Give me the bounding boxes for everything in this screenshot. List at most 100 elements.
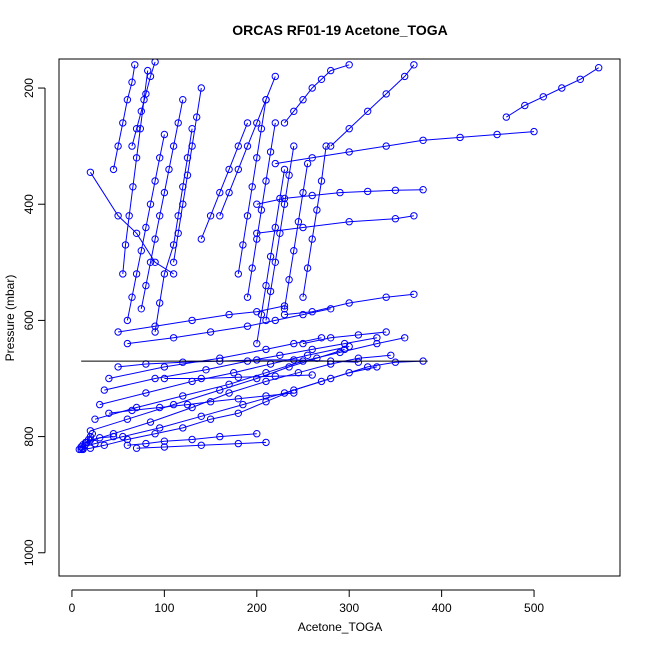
- data-point: [327, 334, 335, 342]
- data-point: [387, 351, 395, 359]
- data-point: [382, 90, 390, 98]
- data-point: [262, 316, 270, 325]
- series-21: [280, 159, 312, 313]
- data-point: [558, 84, 566, 92]
- data-point: [262, 281, 270, 290]
- data-point: [109, 165, 118, 174]
- data-point: [303, 351, 312, 359]
- series-36: [75, 432, 118, 454]
- data-point: [96, 400, 104, 409]
- plot-area: [75, 59, 603, 454]
- series-line: [94, 337, 405, 420]
- plot-frame: [58, 58, 621, 577]
- data-point: [271, 372, 279, 380]
- series-line: [200, 122, 248, 240]
- data-point: [382, 328, 390, 336]
- series-16: [128, 59, 159, 150]
- data-point: [119, 270, 127, 278]
- x-tick-label: 200: [247, 601, 267, 615]
- data-point: [345, 61, 353, 69]
- data-point: [271, 119, 279, 127]
- data-point: [239, 241, 247, 249]
- data-point: [290, 142, 298, 150]
- data-point: [75, 445, 84, 454]
- x-axis-label: Acetone_TOGA: [298, 620, 383, 634]
- data-point: [266, 287, 275, 296]
- data-point: [327, 305, 335, 313]
- data-point: [262, 438, 270, 447]
- data-point: [313, 206, 321, 214]
- data-point: [169, 258, 178, 266]
- data-point: [290, 339, 298, 348]
- data-point: [234, 373, 243, 381]
- data-point: [345, 218, 353, 226]
- data-point: [262, 369, 270, 377]
- data-point: [123, 339, 132, 348]
- series-18: [197, 119, 252, 243]
- data-point: [493, 130, 501, 139]
- data-point: [299, 223, 307, 232]
- data-point: [137, 247, 146, 255]
- data-point: [206, 212, 215, 220]
- data-point: [248, 183, 256, 191]
- series-line: [275, 131, 535, 165]
- data-point: [114, 328, 122, 336]
- series-line: [108, 337, 322, 379]
- data-point: [151, 430, 159, 438]
- data-point: [530, 127, 538, 136]
- series-27: [327, 61, 418, 150]
- data-point: [86, 436, 95, 444]
- data-point: [364, 107, 372, 116]
- data-point: [114, 212, 122, 220]
- data-point: [253, 356, 261, 364]
- series-line: [82, 360, 424, 450]
- data-point: [128, 406, 136, 415]
- data-point: [303, 159, 312, 168]
- data-point: [125, 212, 133, 220]
- data-point: [253, 339, 261, 348]
- data-point: [243, 322, 252, 330]
- data-point: [197, 84, 206, 92]
- data-point: [128, 78, 136, 86]
- data-point: [132, 444, 141, 452]
- data-point: [123, 316, 132, 325]
- data-point: [308, 345, 316, 354]
- data-point: [146, 72, 155, 81]
- data-point: [216, 212, 224, 220]
- data-point: [123, 441, 132, 449]
- y-tick-label: 1000: [22, 539, 36, 566]
- series-line: [284, 163, 309, 309]
- data-point: [119, 119, 127, 127]
- series-line: [284, 64, 350, 124]
- data-point: [262, 96, 270, 104]
- data-point: [109, 432, 118, 441]
- data-point: [280, 305, 289, 313]
- series-line: [89, 172, 174, 275]
- series-line: [173, 87, 202, 263]
- series-line: [256, 169, 285, 344]
- data-point: [151, 177, 159, 185]
- data-point: [142, 223, 150, 232]
- data-point: [188, 316, 196, 325]
- data-point: [77, 443, 85, 451]
- data-point: [123, 96, 132, 104]
- data-point: [234, 439, 243, 448]
- data-point: [131, 61, 139, 69]
- series-line: [265, 146, 295, 321]
- series-12: [123, 130, 169, 325]
- data-point: [165, 165, 173, 174]
- data-point: [410, 290, 418, 298]
- series-line: [237, 99, 267, 274]
- data-point: [156, 212, 164, 220]
- data-point: [322, 142, 330, 150]
- data-point: [290, 356, 298, 364]
- data-point: [179, 424, 187, 432]
- series-line: [284, 293, 414, 316]
- data-point: [188, 142, 196, 150]
- series-line: [99, 346, 350, 406]
- data-point: [539, 93, 547, 101]
- data-point: [132, 229, 141, 238]
- data-point: [299, 188, 307, 197]
